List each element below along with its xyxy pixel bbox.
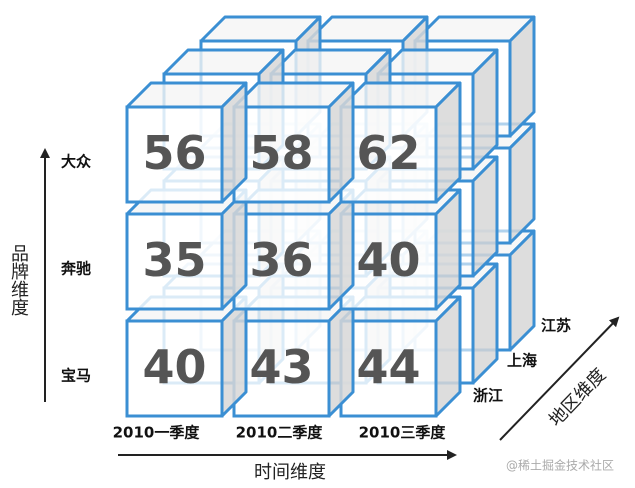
brand-axis-label: 品牌维度: [8, 244, 29, 316]
cell-value: 44: [356, 340, 420, 394]
cube: 36: [232, 188, 355, 311]
brand-label: 大众: [61, 153, 91, 171]
cell-value: 40: [142, 340, 206, 394]
cell-value: 58: [249, 126, 313, 180]
time-label: 2010三季度: [359, 424, 447, 442]
cube: 62: [339, 81, 462, 204]
cube-front: [339, 212, 438, 311]
region-label: 上海: [507, 352, 537, 370]
time-axis-label: 时间维度: [254, 462, 326, 483]
cell-value: 43: [249, 340, 313, 394]
cube: 44: [339, 295, 462, 418]
cube-front: [125, 319, 224, 418]
cube: 40: [125, 295, 248, 418]
region-axis-label: 地区维度: [545, 364, 610, 430]
cube-front: [339, 105, 438, 204]
time-label: 2010二季度: [236, 424, 324, 442]
brand-label: 宝马: [61, 367, 91, 385]
cube: 43: [232, 295, 355, 418]
time-label: 2010一季度: [113, 424, 201, 442]
cube-front: [125, 212, 224, 311]
cube: 35: [125, 188, 248, 311]
cubes: 44 43 40 40 36 35 62 58 56: [125, 15, 536, 418]
cube-front: [339, 319, 438, 418]
cell-value: 36: [249, 233, 313, 287]
region-label: 浙江: [473, 387, 503, 405]
cube-front: [232, 105, 331, 204]
brand-label: 奔驰: [60, 260, 91, 278]
watermark: @稀土掘金技术社区: [506, 458, 614, 473]
cell-value: 40: [356, 233, 420, 287]
cell-value: 62: [356, 126, 420, 180]
cube: 58: [232, 81, 355, 204]
cube: 56: [125, 81, 248, 204]
cube: 40: [339, 188, 462, 311]
cube-front: [125, 105, 224, 204]
cell-value: 35: [142, 233, 206, 287]
cube-front: [232, 319, 331, 418]
region-label: 江苏: [541, 317, 571, 335]
cube-front: [232, 212, 331, 311]
region-arrow: [499, 316, 620, 441]
cell-value: 56: [142, 126, 206, 180]
